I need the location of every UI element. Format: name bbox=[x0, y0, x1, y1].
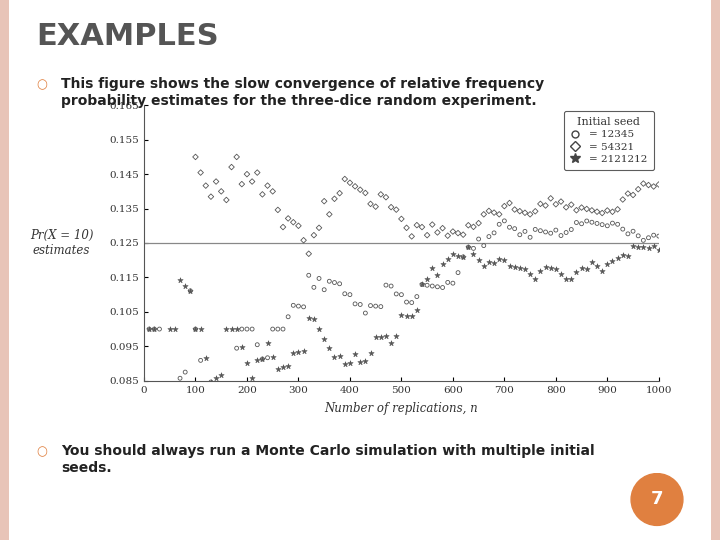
Point bbox=[246, 177, 258, 186]
Point bbox=[215, 187, 227, 195]
Point bbox=[365, 348, 377, 357]
Point bbox=[200, 354, 212, 362]
Point bbox=[617, 195, 629, 204]
Point bbox=[602, 260, 613, 268]
Point bbox=[612, 254, 624, 262]
Point bbox=[509, 224, 521, 233]
Point bbox=[195, 356, 207, 364]
Point bbox=[370, 333, 382, 341]
Point bbox=[462, 243, 474, 252]
Point bbox=[452, 268, 464, 277]
Point bbox=[267, 187, 279, 195]
Point bbox=[406, 298, 418, 307]
Point bbox=[272, 364, 284, 373]
Point bbox=[514, 207, 526, 215]
Point bbox=[164, 394, 176, 402]
Point bbox=[190, 325, 202, 333]
Point bbox=[565, 200, 577, 209]
Point bbox=[272, 325, 284, 333]
Point bbox=[421, 275, 433, 284]
Point bbox=[581, 265, 593, 273]
Point bbox=[277, 325, 289, 333]
Point bbox=[519, 227, 531, 235]
Point bbox=[514, 231, 526, 239]
Point bbox=[292, 348, 305, 356]
Text: Pr(X = 10)
estimates: Pr(X = 10) estimates bbox=[30, 229, 94, 257]
Point bbox=[231, 344, 243, 353]
Point bbox=[370, 302, 382, 310]
Point bbox=[401, 298, 413, 306]
Point bbox=[426, 220, 438, 229]
Point bbox=[215, 370, 227, 379]
Point bbox=[323, 344, 335, 353]
Point bbox=[390, 332, 402, 340]
Point bbox=[493, 210, 505, 219]
Point bbox=[529, 275, 541, 284]
Point bbox=[195, 168, 207, 177]
Point bbox=[560, 274, 572, 283]
Point bbox=[617, 225, 629, 233]
Point bbox=[442, 231, 454, 240]
Point bbox=[632, 185, 644, 193]
Point bbox=[638, 236, 649, 245]
Text: EXAMPLES: EXAMPLES bbox=[36, 22, 219, 51]
Point bbox=[596, 220, 608, 229]
Point bbox=[184, 287, 196, 295]
Point bbox=[437, 283, 449, 292]
Point bbox=[622, 230, 634, 238]
Point bbox=[370, 202, 382, 211]
Point bbox=[535, 200, 546, 208]
Point bbox=[313, 274, 325, 283]
Point bbox=[638, 243, 649, 252]
Point bbox=[241, 359, 253, 368]
Point bbox=[205, 377, 217, 386]
Point bbox=[545, 194, 557, 202]
Point bbox=[488, 259, 500, 267]
Point bbox=[473, 235, 485, 244]
Point bbox=[473, 219, 485, 227]
Point bbox=[478, 262, 490, 271]
Point bbox=[349, 350, 361, 359]
X-axis label: Number of replications, n: Number of replications, n bbox=[325, 402, 478, 415]
Point bbox=[653, 232, 665, 240]
Point bbox=[586, 206, 598, 215]
Point bbox=[571, 267, 582, 276]
Point bbox=[236, 180, 248, 188]
Point bbox=[298, 236, 310, 245]
Circle shape bbox=[631, 474, 683, 525]
Point bbox=[478, 210, 490, 219]
Point bbox=[586, 218, 598, 227]
Point bbox=[519, 264, 531, 273]
Point bbox=[277, 222, 289, 231]
Point bbox=[602, 206, 613, 215]
Point bbox=[179, 368, 191, 376]
Point bbox=[334, 279, 346, 288]
Point bbox=[457, 253, 469, 261]
Point bbox=[390, 205, 402, 214]
Point bbox=[586, 258, 598, 266]
Point bbox=[375, 302, 387, 311]
Point bbox=[416, 222, 428, 231]
Point bbox=[401, 311, 413, 320]
Point bbox=[251, 168, 263, 177]
Point bbox=[287, 301, 299, 309]
Point bbox=[524, 269, 536, 278]
Point bbox=[498, 202, 510, 211]
Point bbox=[524, 233, 536, 241]
Point bbox=[267, 325, 279, 333]
Point bbox=[447, 250, 459, 259]
Point bbox=[380, 281, 392, 289]
Point bbox=[612, 205, 624, 214]
Point bbox=[632, 242, 644, 251]
Point bbox=[359, 309, 371, 318]
Point bbox=[210, 399, 222, 407]
Point bbox=[571, 206, 582, 214]
Point bbox=[452, 252, 464, 260]
Point bbox=[432, 228, 444, 237]
Point bbox=[220, 411, 232, 420]
Point bbox=[200, 181, 212, 190]
Point bbox=[411, 292, 423, 301]
Point bbox=[236, 325, 248, 333]
Point bbox=[349, 300, 361, 308]
Point bbox=[416, 280, 428, 289]
